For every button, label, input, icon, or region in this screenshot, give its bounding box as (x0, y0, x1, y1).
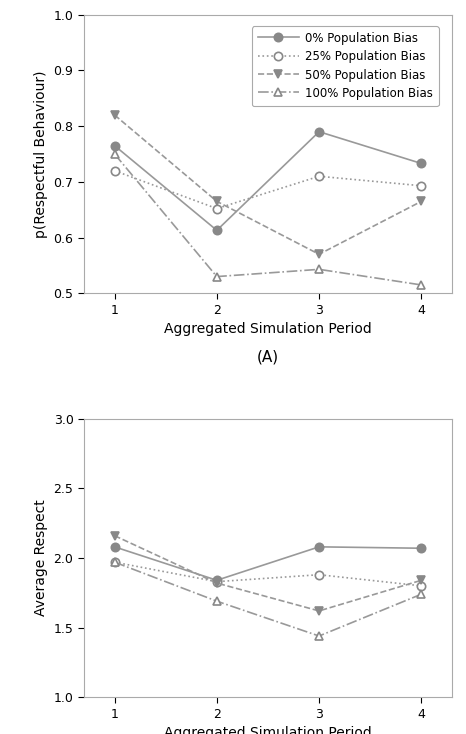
X-axis label: Aggregated Simulation Period: Aggregated Simulation Period (164, 726, 372, 734)
Legend: 0% Population Bias, 25% Population Bias, 50% Population Bias, 100% Population Bi: 0% Population Bias, 25% Population Bias,… (252, 26, 439, 106)
Y-axis label: Average Respect: Average Respect (34, 500, 48, 617)
X-axis label: Aggregated Simulation Period: Aggregated Simulation Period (164, 322, 372, 336)
Y-axis label: p(Respectful Behaviour): p(Respectful Behaviour) (34, 70, 48, 238)
Text: (A): (A) (257, 349, 279, 364)
